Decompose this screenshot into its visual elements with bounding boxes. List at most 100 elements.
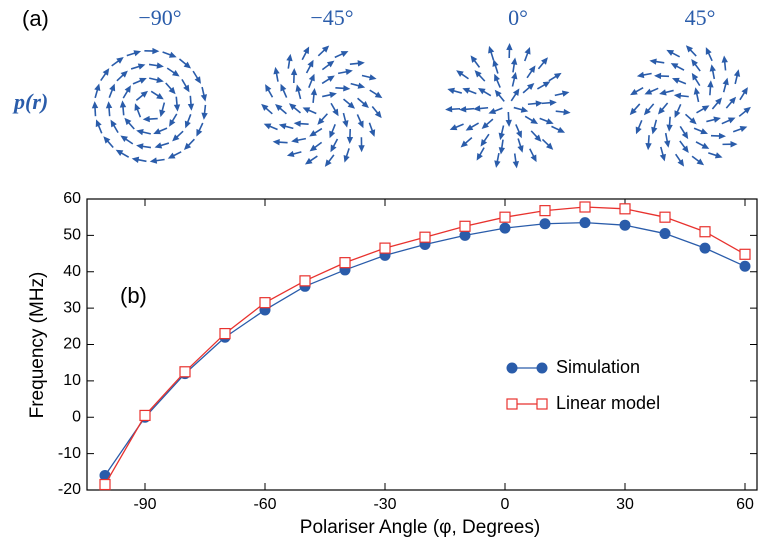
- arrow: [330, 138, 339, 153]
- arrow: [317, 45, 330, 57]
- arrow: [459, 106, 475, 113]
- arrow-head: [172, 134, 180, 142]
- arrow: [722, 141, 738, 148]
- arrow-head: [307, 59, 314, 68]
- arrow-head: [159, 109, 166, 118]
- arrow-head: [137, 63, 146, 70]
- legend-label: Linear model: [556, 393, 660, 413]
- arrow-head: [261, 103, 269, 111]
- arrow-head: [168, 51, 177, 58]
- arrow: [295, 84, 302, 100]
- marker: [299, 275, 311, 287]
- arrow: [630, 87, 644, 96]
- arrow: [150, 90, 164, 100]
- arrow: [357, 97, 369, 109]
- marker: [459, 220, 471, 232]
- arrow-head: [541, 57, 548, 65]
- arrow: [317, 113, 328, 125]
- arrow-head: [701, 142, 710, 149]
- arrow: [732, 126, 748, 133]
- arrow-head: [659, 153, 666, 162]
- arrow-head: [512, 161, 519, 169]
- arrow: [629, 103, 641, 116]
- arrow-head: [310, 87, 318, 96]
- marker: [459, 229, 471, 241]
- arrow-head: [474, 70, 482, 78]
- arrow-head: [140, 90, 149, 98]
- arrow-head: [553, 72, 562, 80]
- arrow-head: [286, 150, 295, 158]
- arrow-head: [134, 103, 141, 111]
- arrow-head: [542, 81, 551, 88]
- arrow: [321, 75, 335, 85]
- marker: [259, 297, 271, 309]
- arrow-head: [324, 159, 332, 167]
- arrow: [666, 49, 681, 58]
- arrow-head: [651, 126, 658, 135]
- arrow: [181, 78, 190, 93]
- arrow: [666, 116, 673, 132]
- marker: [659, 228, 671, 240]
- arrow-head: [275, 103, 283, 111]
- arrow: [135, 90, 149, 101]
- legend-marker: [506, 398, 518, 410]
- arrow-head: [722, 77, 729, 86]
- arrow: [169, 113, 178, 127]
- arrow-head: [644, 88, 653, 95]
- arrow: [644, 87, 659, 95]
- arrow: [172, 130, 184, 142]
- arrow-head: [293, 120, 301, 127]
- arrow: [293, 120, 309, 127]
- arrow-head: [201, 112, 208, 120]
- marker: [99, 469, 111, 481]
- arrow: [368, 122, 376, 137]
- arrow-head: [715, 97, 723, 105]
- vector-field: [629, 45, 751, 167]
- arrow: [684, 113, 697, 125]
- arrow: [322, 91, 337, 99]
- arrow: [473, 105, 489, 112]
- arrow: [523, 46, 531, 62]
- arrow: [309, 127, 323, 137]
- arrow: [672, 77, 687, 85]
- marker: [739, 248, 751, 260]
- arrow-head: [545, 118, 554, 125]
- arrow-head: [480, 138, 488, 147]
- marker: [219, 327, 231, 340]
- arrow-head: [116, 57, 124, 64]
- arrow-head: [332, 108, 339, 117]
- arrow-head: [120, 135, 128, 143]
- arrow: [356, 114, 364, 129]
- arrow-head: [654, 72, 662, 80]
- y-tick-label: 50: [63, 227, 81, 244]
- angle-label: 45°: [685, 5, 716, 30]
- arrow: [529, 148, 537, 163]
- arrow: [321, 60, 335, 71]
- arrow: [510, 88, 520, 102]
- arrow-head: [473, 105, 481, 112]
- arrow: [201, 104, 208, 120]
- arrow-head: [727, 117, 736, 124]
- arrow-head: [184, 120, 191, 129]
- arrow: [343, 98, 356, 109]
- arrow: [308, 73, 315, 88]
- series-line: [104, 221, 746, 476]
- x-tick-label: -60: [253, 496, 276, 513]
- arrow-head: [535, 100, 543, 107]
- arrow: [505, 111, 512, 127]
- arrow-head: [187, 103, 195, 111]
- arrow: [350, 82, 366, 89]
- arrow: [103, 136, 114, 149]
- x-tick-label: 60: [736, 496, 754, 513]
- arrow-head: [136, 143, 144, 150]
- arrow-head: [91, 101, 99, 109]
- arrow: [548, 72, 562, 82]
- arrow: [498, 125, 505, 141]
- marker: [99, 478, 111, 491]
- marker: [539, 205, 551, 217]
- arrow: [124, 117, 135, 130]
- marker: [539, 218, 551, 230]
- legend-marker: [506, 362, 518, 374]
- arrow: [136, 143, 152, 150]
